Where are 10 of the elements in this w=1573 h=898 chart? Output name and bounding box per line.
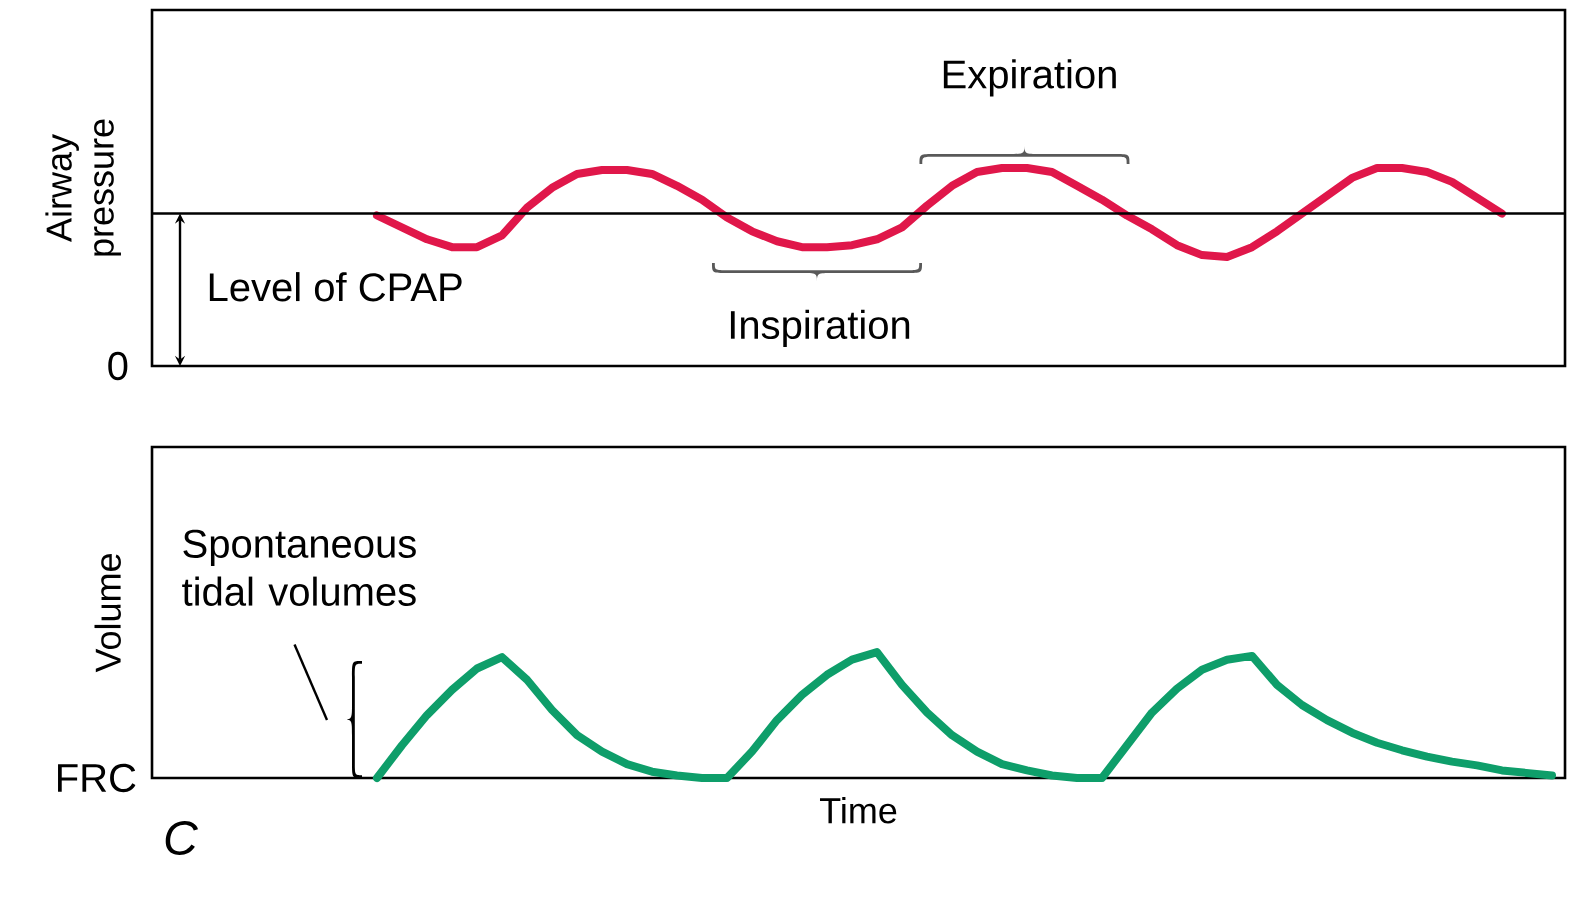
text: Spontaneous tidal volumes [182,529,416,606]
y-axis-title: Airway pressure [45,119,121,256]
text: C [165,821,198,856]
ref-line-label: Level of CPAP [209,272,462,302]
text: 0 [108,351,128,381]
annotation: Inspiration [730,309,910,348]
text: FRC [58,763,136,793]
text: Expiration [943,59,1116,97]
x-axis-title: Time [819,797,897,824]
y-axis-title: Volume [94,554,121,673]
